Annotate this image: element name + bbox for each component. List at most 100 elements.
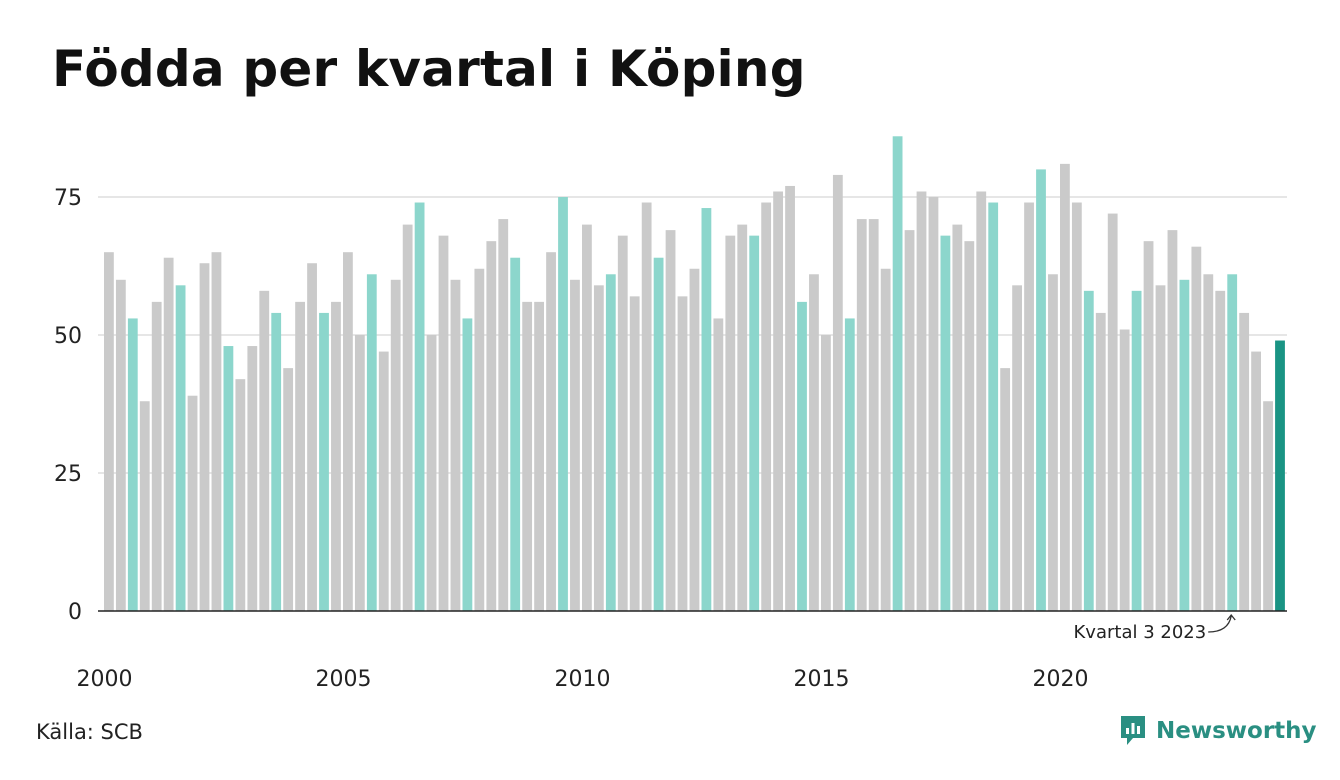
bar-2008-q4 [522, 301, 533, 611]
bar-2014-q1 [773, 191, 783, 612]
bar-2005-q3 [366, 274, 377, 611]
bar-2000-q1 [104, 252, 114, 611]
bar-2020-q4 [1095, 312, 1106, 611]
bar-2021-q4 [1143, 241, 1154, 611]
x-tick-label: 2020 [1033, 667, 1089, 692]
bar-2018-q2 [976, 191, 987, 612]
bar-2006-q1 [390, 279, 401, 611]
bar-2011-q2 [641, 202, 652, 611]
bar-2012-q2 [689, 268, 700, 611]
bar-2001-q2 [163, 257, 174, 611]
bar-2021-q2 [1119, 329, 1130, 611]
bar-2004-q1 [295, 301, 305, 611]
bar-2023-q2 [1215, 290, 1226, 611]
bar-2024-q3 [1275, 340, 1285, 611]
bar-2010-q2 [593, 285, 604, 611]
bar-2008-q3 [510, 257, 521, 611]
annotation-arrow [1208, 613, 1236, 633]
bar-2020-q2 [1071, 202, 1082, 611]
x-axis-ticks: 2000 2005 2010 2015 2020 [77, 667, 1089, 692]
bar-2001-q1 [151, 301, 162, 611]
bar-2011-q3 [653, 257, 664, 611]
bar-2013-q2 [737, 224, 748, 611]
bar-2021-q1 [1107, 213, 1118, 611]
bar-2018-q3 [988, 202, 999, 611]
bar-2023-q1 [1203, 274, 1214, 611]
y-tick-label: 75 [54, 186, 82, 211]
bar-2019-q4 [1048, 274, 1058, 611]
bar-2016-q1 [868, 219, 879, 611]
bar-2000-q3 [127, 318, 138, 611]
bar-2004-q2 [307, 263, 317, 611]
bar-2021-q3 [1131, 290, 1142, 611]
y-tick-label: 50 [54, 324, 82, 349]
bar-2002-q1 [199, 263, 210, 611]
bar-2009-q2 [546, 252, 556, 611]
bar-2020-q1 [1060, 163, 1070, 611]
bar-2009-q4 [570, 279, 580, 611]
source-note: Källa: SCB [36, 720, 143, 744]
bar-2000-q4 [139, 401, 150, 611]
bar-2012-q4 [713, 318, 724, 611]
bar-2023-q3 [1227, 274, 1238, 611]
bar-2012-q1 [677, 296, 688, 611]
bar-2014-q3 [797, 301, 807, 611]
bar-2015-q3 [844, 318, 855, 611]
bar-2006-q3 [414, 202, 425, 611]
annotation-label: Kvartal 3 2023 [1074, 622, 1207, 643]
bar-2003-q2 [259, 290, 270, 611]
bar-2018-q4 [1000, 368, 1011, 611]
bar-2020-q3 [1083, 290, 1094, 611]
bar-2002-q3 [223, 346, 234, 611]
bar-2013-q1 [725, 235, 736, 611]
x-tick-label: 2000 [77, 667, 133, 692]
bar-2005-q2 [354, 335, 365, 611]
bar-2013-q4 [761, 202, 772, 611]
bar-2010-q4 [617, 235, 628, 611]
chart-title: Födda per kvartal i Köping [52, 40, 806, 98]
bar-2017-q2 [928, 197, 939, 611]
bar-2011-q1 [629, 296, 640, 611]
bar-2001-q3 [175, 285, 186, 611]
bar-2015-q2 [832, 174, 843, 612]
bar-2022-q1 [1155, 285, 1166, 611]
brand-name: Newsworthy [1156, 718, 1317, 744]
bar-2005-q4 [378, 351, 389, 611]
annotation: Kvartal 3 2023 [1074, 613, 1236, 643]
bar-2009-q3 [558, 197, 568, 611]
bar-2008-q2 [498, 219, 509, 611]
bar-2014-q2 [785, 185, 795, 611]
bar-2003-q3 [271, 312, 282, 611]
bar-2022-q3 [1179, 279, 1190, 611]
newsworthy-logo-icon [1121, 716, 1145, 745]
brand-logo: Newsworthy [1118, 714, 1317, 748]
bar-2003-q1 [247, 346, 258, 611]
bar-2019-q1 [1012, 285, 1022, 611]
bar-2016-q3 [892, 136, 903, 611]
bar-2002-q2 [211, 252, 222, 611]
y-axis-ticks: 0 25 50 75 [54, 186, 82, 625]
bar-2006-q2 [402, 224, 413, 611]
bar-2007-q1 [438, 235, 449, 611]
bar-2002-q4 [235, 379, 246, 611]
bar-2019-q2 [1024, 202, 1034, 611]
bar-2011-q4 [665, 230, 676, 611]
bar-2012-q3 [701, 208, 712, 612]
bar-2007-q4 [474, 268, 485, 611]
bar-2004-q3 [319, 312, 329, 611]
bar-2017-q4 [952, 224, 963, 611]
bar-2010-q3 [605, 274, 616, 611]
x-tick-label: 2015 [794, 667, 850, 692]
bar-2019-q3 [1036, 169, 1046, 611]
bar-2003-q4 [283, 368, 294, 611]
bar-2013-q3 [749, 235, 760, 611]
bar-2006-q4 [426, 335, 437, 611]
bar-2005-q1 [343, 252, 353, 611]
bar-2007-q3 [462, 318, 473, 611]
bar-2000-q2 [115, 279, 126, 611]
bar-2024-q2 [1263, 401, 1273, 611]
bar-2016-q2 [880, 268, 891, 611]
bar-2022-q2 [1167, 230, 1178, 611]
bar-2018-q1 [964, 241, 975, 611]
